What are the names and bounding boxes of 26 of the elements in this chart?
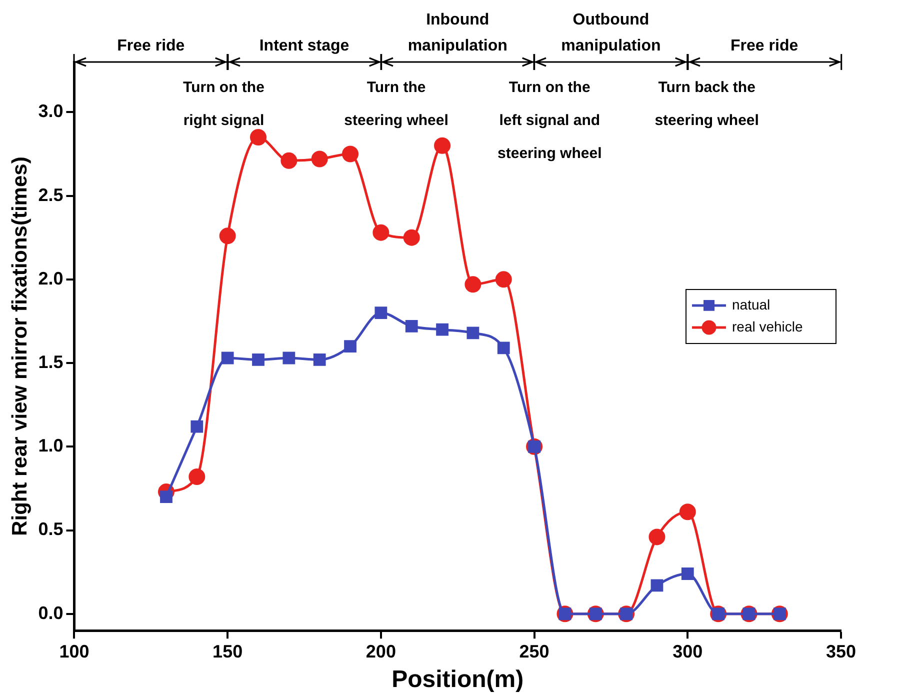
y-axis-title: Right rear view mirror fixations(times)	[8, 156, 32, 536]
x-tick-label: 350	[826, 641, 856, 662]
y-tick-label: 2.5	[38, 184, 64, 205]
x-axis-title: Position(m)	[392, 666, 524, 694]
legend-label: real vehicle	[732, 318, 804, 334]
x-tick-label: 100	[59, 641, 90, 662]
legend-label: natual	[732, 296, 770, 312]
annotation: Turn back the steering wheel	[654, 79, 759, 130]
y-tick-label: 0.0	[38, 602, 64, 623]
text: Intent stage	[259, 37, 350, 54]
x-tick-label: 150	[212, 641, 243, 662]
annotation: Turn on the right signal	[183, 79, 264, 130]
text: Free ride	[117, 37, 185, 54]
annotation: Turn on the left signal and steering wheel	[498, 79, 602, 162]
x-tick-label: 250	[519, 641, 550, 662]
y-tick-label: 3.0	[38, 101, 64, 122]
x-tick-label: 300	[672, 641, 703, 662]
text: Free ride	[730, 37, 798, 54]
y-tick-label: 2.0	[38, 268, 64, 288]
y-tick-label: 1.5	[38, 352, 64, 372]
annotation: Turn the steering wheel	[344, 79, 448, 130]
y-tick-label: 1.0	[38, 436, 64, 456]
text: Outbound manipulation	[561, 11, 661, 54]
text: Inbound manipulation	[408, 11, 508, 54]
x-tick-label: 200	[366, 641, 396, 662]
y-tick-label: 0.5	[38, 519, 64, 540]
